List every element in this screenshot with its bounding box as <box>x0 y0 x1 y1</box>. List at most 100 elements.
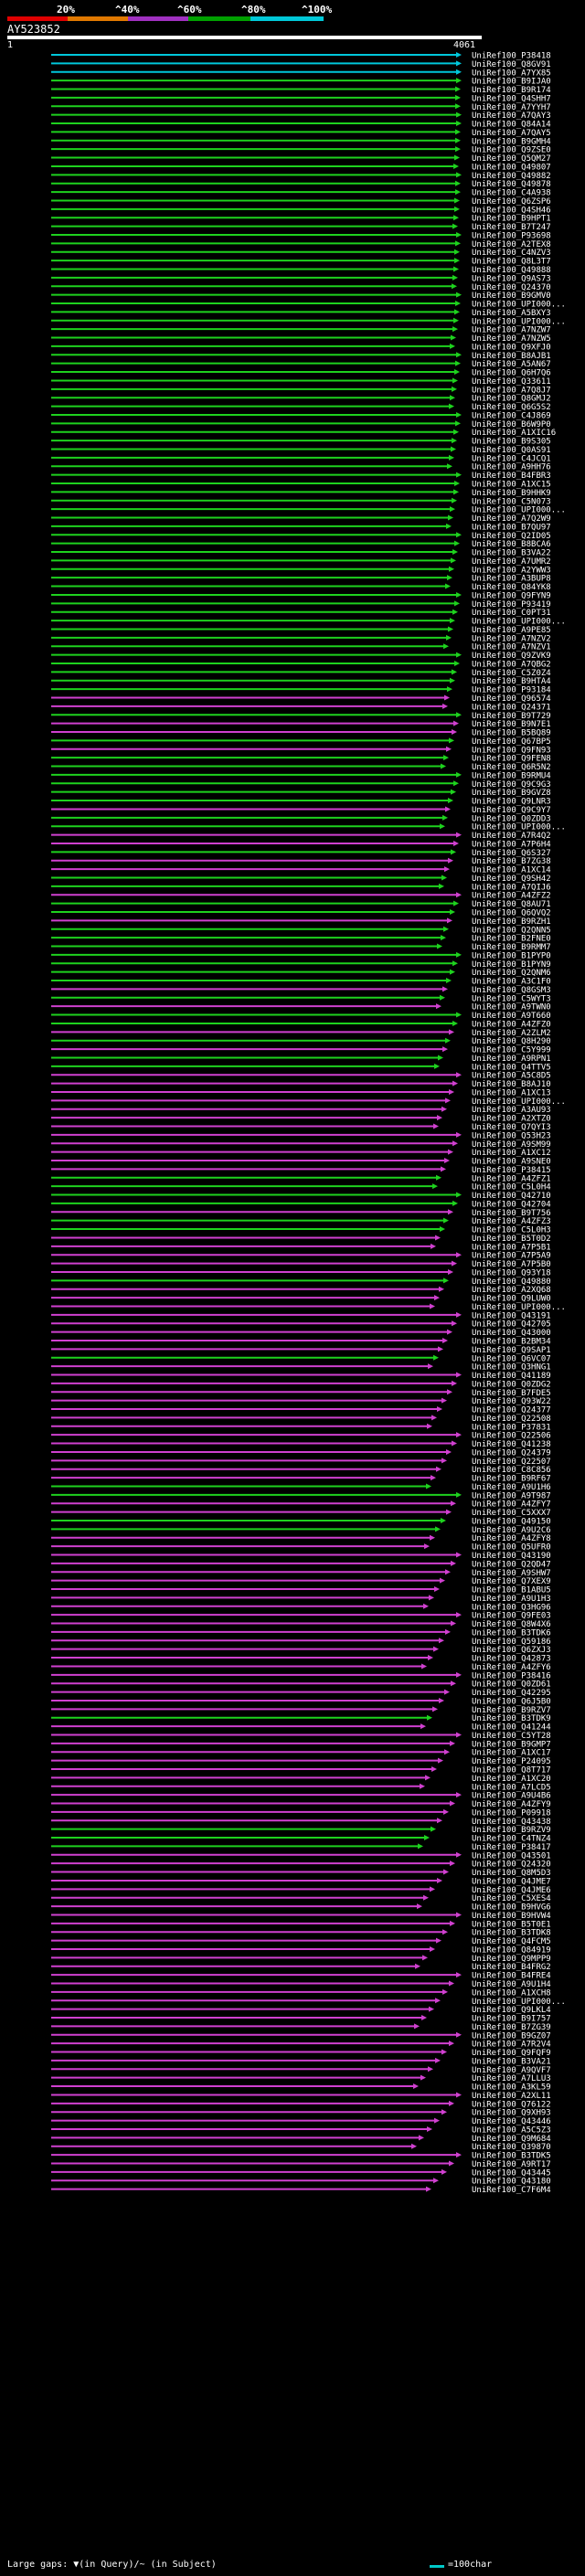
hit-label[interactable]: UniRef100_Q9FE03 <box>472 1612 551 1621</box>
hit-row[interactable]: UniRef100_Q8GSM3 <box>51 986 551 995</box>
hit-label[interactable]: UniRef100_Q6ZXJ3 <box>472 1646 551 1655</box>
hit-row[interactable]: UniRef100_Q9XFJ0 <box>51 343 551 352</box>
hit-row[interactable]: UniRef100_Q9FYN9 <box>51 591 551 600</box>
hit-row[interactable]: UniRef100_Q8GMJ2 <box>51 395 551 404</box>
hit-row[interactable]: UniRef100_Q9LNR3 <box>51 798 551 807</box>
hit-label[interactable]: UniRef100_Q33611 <box>472 377 551 387</box>
hit-row[interactable]: UniRef100_P93419 <box>51 600 551 610</box>
hit-row[interactable]: UniRef100_B5BQ89 <box>51 729 551 738</box>
hit-label[interactable]: UniRef100_Q53H23 <box>472 1131 551 1140</box>
hit-row[interactable]: UniRef100_A7QIJ6 <box>51 883 551 892</box>
hit-row[interactable]: UniRef100_Q5QM27 <box>51 154 551 164</box>
hit-label[interactable]: UniRef100_B9GZ07 <box>472 2031 551 2041</box>
hit-label[interactable]: UniRef100_A9U1H6 <box>472 1483 551 1492</box>
hit-row[interactable]: UniRef100_B7T247 <box>51 223 551 232</box>
hit-row[interactable]: UniRef100_C7F6M4 <box>51 2186 551 2195</box>
hit-row[interactable]: UniRef100_Q84A14 <box>51 121 551 130</box>
hit-row[interactable]: UniRef100_Q41238 <box>51 1440 551 1449</box>
hit-row[interactable]: UniRef100_Q96574 <box>51 694 551 704</box>
hit-row[interactable]: UniRef100_UPI000... <box>51 823 566 832</box>
hit-label[interactable]: UniRef100_Q43501 <box>472 1851 551 1860</box>
hit-label[interactable]: UniRef100_Q9LUW0 <box>472 1295 551 1304</box>
hit-label[interactable]: UniRef100_B9RZV9 <box>472 1826 551 1835</box>
hit-label[interactable]: UniRef100_Q4TTV5 <box>472 1063 551 1072</box>
hit-label[interactable]: UniRef100_A9U4B6 <box>472 1792 551 1801</box>
hit-row[interactable]: UniRef100_A7QBG2 <box>51 660 551 669</box>
hit-row[interactable]: UniRef100_Q9SAP1 <box>51 1346 551 1355</box>
hit-row[interactable]: UniRef100_P38417 <box>51 1843 551 1852</box>
hit-label[interactable]: UniRef100_Q6H7Q6 <box>472 369 551 378</box>
hit-label[interactable]: UniRef100_B8AJB1 <box>472 352 551 361</box>
hit-label[interactable]: UniRef100_A5C8D5 <box>472 1072 551 1081</box>
hit-row[interactable]: UniRef100_A4ZFZ0 <box>51 1020 551 1029</box>
hit-label[interactable]: UniRef100_B4FRE4 <box>472 1972 551 1981</box>
hit-row[interactable]: UniRef100_Q84YK8 <box>51 583 551 592</box>
hit-row[interactable]: UniRef100_A7QAY5 <box>51 129 551 138</box>
hit-label[interactable]: UniRef100_Q9ZSE0 <box>472 146 551 155</box>
hit-row[interactable]: UniRef100_Q59186 <box>51 1638 551 1647</box>
hit-row[interactable]: UniRef100_A7R4Q2 <box>51 832 551 841</box>
hit-label[interactable]: UniRef100_Q93Y18 <box>472 1268 551 1277</box>
hit-label[interactable]: UniRef100_P37831 <box>472 1423 551 1432</box>
hit-row[interactable]: UniRef100_Q8GV91 <box>51 60 551 69</box>
hit-row[interactable]: UniRef100_B9T756 <box>51 1209 551 1218</box>
hit-row[interactable]: UniRef100_A7NZV1 <box>51 643 551 652</box>
hit-label[interactable]: UniRef100_Q96574 <box>472 694 551 704</box>
hit-row[interactable]: UniRef100_A1XC12 <box>51 1149 551 1158</box>
hit-row[interactable]: UniRef100_Q76122 <box>51 2100 551 2109</box>
hit-label[interactable]: UniRef100_B9T756 <box>472 1209 551 1218</box>
hit-label[interactable]: UniRef100_A1XIC16 <box>472 429 556 438</box>
hit-label[interactable]: UniRef100_B7ZG39 <box>472 2023 551 2032</box>
hit-row[interactable]: UniRef100_C5Y999 <box>51 1046 551 1055</box>
hit-row[interactable]: UniRef100_B9GZ07 <box>51 2031 551 2041</box>
hit-row[interactable]: UniRef100_Q6VC07 <box>51 1354 551 1363</box>
hit-label[interactable]: UniRef100_Q9XH93 <box>472 2109 551 2118</box>
hit-row[interactable]: UniRef100_A4ZFY8 <box>51 1534 551 1543</box>
hit-row[interactable]: UniRef100_Q4JME6 <box>51 1886 551 1895</box>
hit-row[interactable]: UniRef100_Q4JME7 <box>51 1877 551 1886</box>
hit-row[interactable]: UniRef100_A7YYH7 <box>51 103 551 112</box>
hit-row[interactable]: UniRef100_A9U1H4 <box>51 1980 551 1989</box>
hit-label[interactable]: UniRef100_Q49150 <box>472 1517 551 1526</box>
hit-row[interactable]: UniRef100_Q43501 <box>51 1851 551 1860</box>
hit-label[interactable]: UniRef100_Q9FQF9 <box>472 2049 551 2058</box>
hit-label[interactable]: UniRef100_Q6ZSP6 <box>472 197 551 207</box>
hit-row[interactable]: UniRef100_B4FBR3 <box>51 472 551 481</box>
hit-row[interactable]: UniRef100_P38415 <box>51 1166 551 1175</box>
hit-row[interactable]: UniRef100_Q2ID05 <box>51 532 551 541</box>
hit-row[interactable]: UniRef100_Q39870 <box>51 2143 551 2152</box>
hit-row[interactable]: UniRef100_A9U1H3 <box>51 1595 551 1604</box>
hit-label[interactable]: UniRef100_Q41244 <box>472 1723 551 1733</box>
hit-row[interactable]: UniRef100_C4A938 <box>51 189 551 198</box>
hit-label[interactable]: UniRef100_A4ZFZ0 <box>472 1020 551 1029</box>
hit-row[interactable]: UniRef100_A7R2V4 <box>51 2041 551 2050</box>
hit-label[interactable]: UniRef100_A7UMR2 <box>472 557 551 567</box>
hit-row[interactable]: UniRef100_C4J869 <box>51 411 551 420</box>
hit-label[interactable]: UniRef100_B9RZH1 <box>472 917 551 927</box>
hit-label[interactable]: UniRef100_B1PYP0 <box>472 951 551 960</box>
hit-label[interactable]: UniRef100_Q9C9Y7 <box>472 806 551 815</box>
hit-row[interactable]: UniRef100_B8AJ10 <box>51 1080 551 1089</box>
hit-label[interactable]: UniRef100_Q9LKL4 <box>472 2006 551 2015</box>
hit-label[interactable]: UniRef100_B9RMU4 <box>472 771 551 780</box>
hit-row[interactable]: UniRef100_Q67BP5 <box>51 737 551 747</box>
hit-row[interactable]: UniRef100_A9RPN1 <box>51 1055 551 1064</box>
hit-row[interactable]: UniRef100_A7UMR2 <box>51 557 551 567</box>
hit-label[interactable]: UniRef100_C0PT31 <box>472 609 551 618</box>
hit-label[interactable]: UniRef100_Q24371 <box>472 703 551 712</box>
hit-row[interactable]: UniRef100_P09918 <box>51 1808 551 1818</box>
hit-row[interactable]: UniRef100_Q9SH42 <box>51 875 551 884</box>
hit-label[interactable]: UniRef100_Q7XEX9 <box>472 1577 551 1586</box>
hit-label[interactable]: UniRef100_A9T660 <box>472 1012 551 1021</box>
hit-row[interactable]: UniRef100_P93698 <box>51 231 551 240</box>
hit-label[interactable]: UniRef100_Q24370 <box>472 283 551 292</box>
hit-row[interactable]: UniRef100_B9RZH1 <box>51 917 551 927</box>
hit-row[interactable]: UniRef100_Q0AS91 <box>51 446 551 455</box>
hit-label[interactable]: UniRef100_Q93W22 <box>472 1397 551 1406</box>
hit-label[interactable]: UniRef100_B2BM34 <box>472 1338 551 1347</box>
hit-label[interactable]: UniRef100_A9T987 <box>472 1491 551 1500</box>
hit-row[interactable]: UniRef100_P37831 <box>51 1423 551 1432</box>
hit-label[interactable]: UniRef100_A1XCH8 <box>472 1988 551 1998</box>
hit-row[interactable]: UniRef100_Q9XH93 <box>51 2109 551 2118</box>
hit-row[interactable]: UniRef100_B3TDK5 <box>51 2152 551 2161</box>
